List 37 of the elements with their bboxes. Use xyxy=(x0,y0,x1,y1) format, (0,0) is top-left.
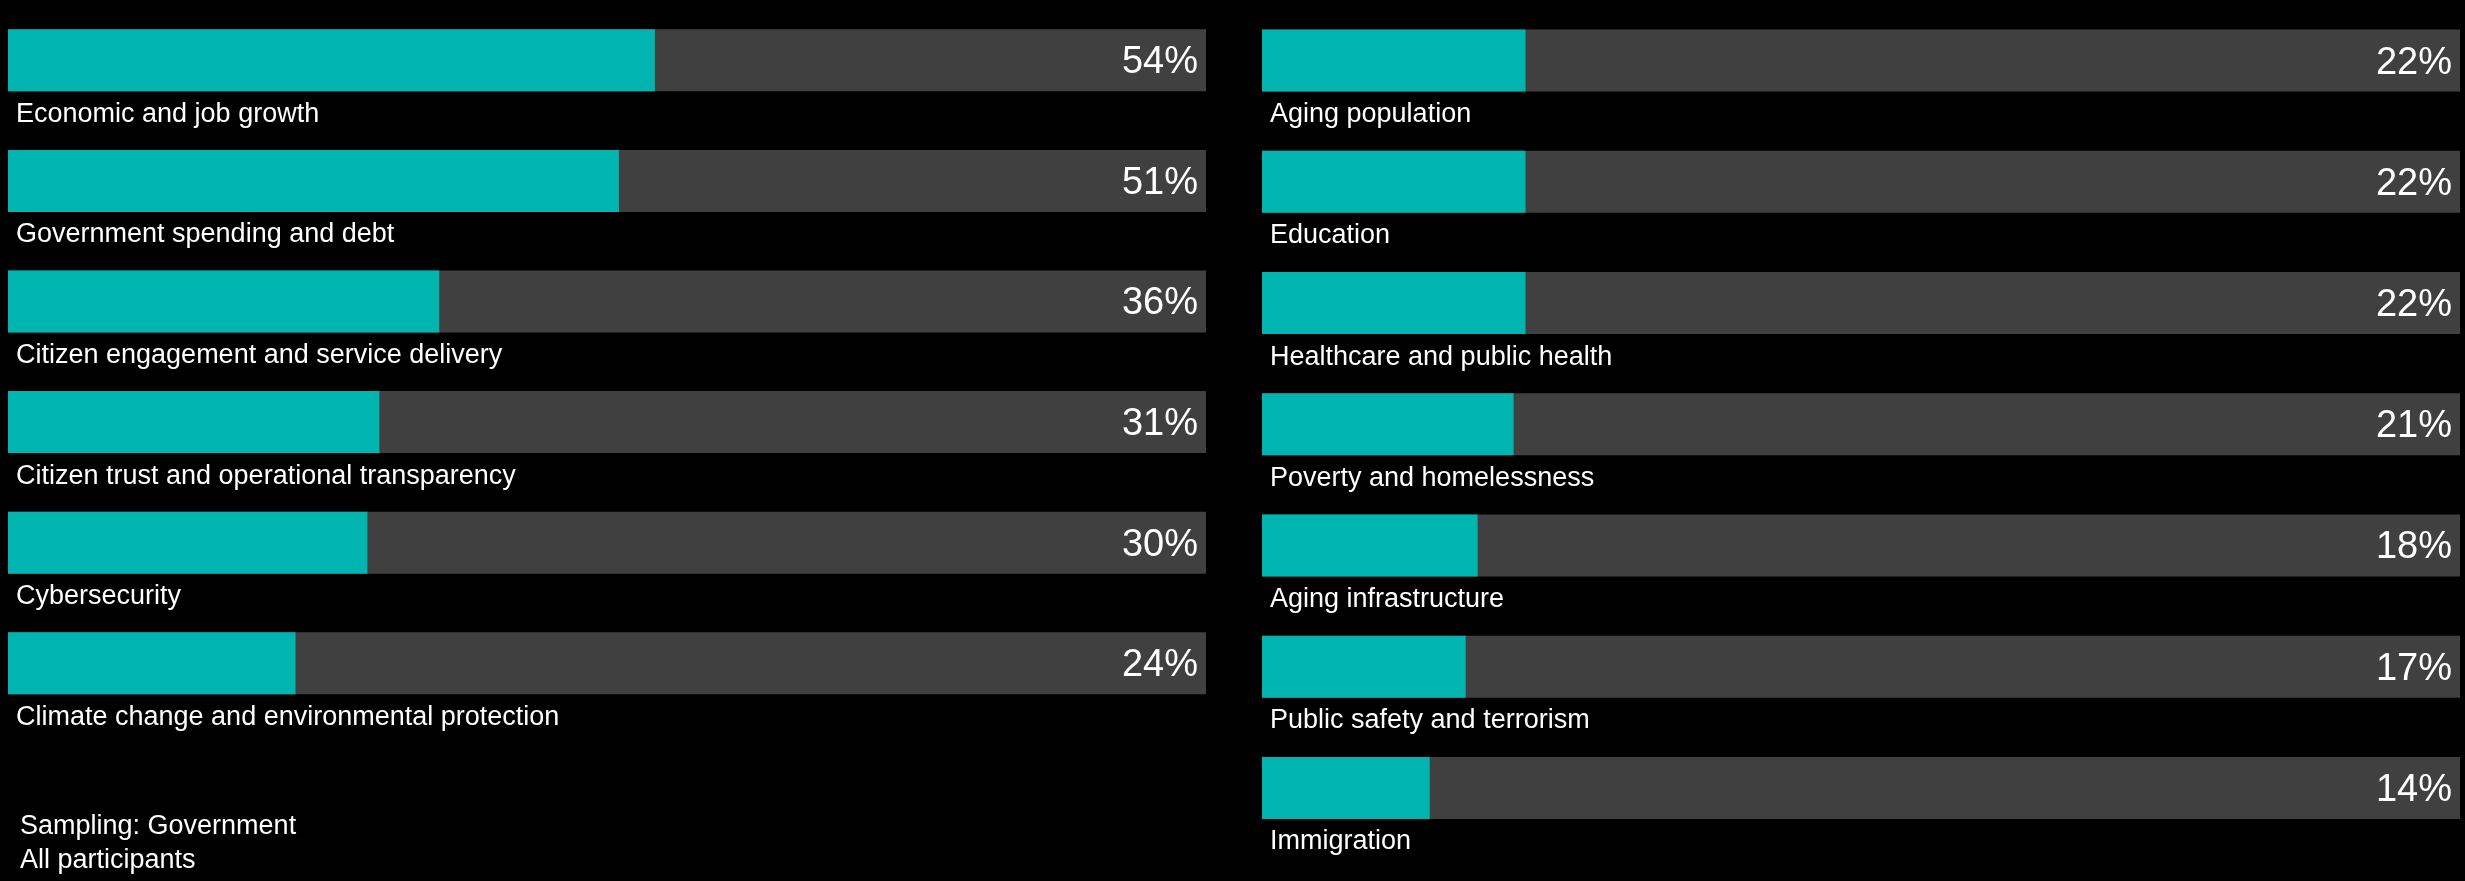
y-tick-label: Climate change and environmental protection xyxy=(16,700,560,731)
data-label: 31% xyxy=(1121,401,1198,444)
data-label: 21% xyxy=(2375,403,2452,446)
bar xyxy=(8,511,368,574)
bar xyxy=(1262,29,1526,92)
y-tick-label: Aging population xyxy=(1270,98,1472,129)
y-tick-label: Citizen engagement and service delivery xyxy=(16,338,503,369)
y-tick-label: Poverty and homelessness xyxy=(1270,461,1595,492)
bar xyxy=(1262,393,1514,456)
data-label: 22% xyxy=(2375,282,2452,325)
bar xyxy=(1262,514,1478,577)
bar xyxy=(1262,150,1526,213)
y-tick-label: Citizen trust and operational transparency xyxy=(16,459,517,490)
data-label: 36% xyxy=(1121,280,1198,323)
data-label: 18% xyxy=(2375,524,2452,567)
data-label: 30% xyxy=(1121,521,1198,564)
bar xyxy=(1262,756,1430,819)
data-label: 17% xyxy=(2375,645,2452,688)
data-label: 54% xyxy=(1121,39,1198,82)
y-tick-label: Public safety and terrorism xyxy=(1270,704,1590,735)
data-label: 22% xyxy=(2375,39,2452,82)
y-tick-label: Education xyxy=(1270,219,1391,250)
text: Sampling: Government xyxy=(20,809,297,840)
data-label: 51% xyxy=(1121,159,1198,202)
bar xyxy=(8,632,296,695)
y-tick-label: Economic and job growth xyxy=(16,97,320,128)
bar xyxy=(1262,635,1466,698)
y-tick-label: Aging infrastructure xyxy=(1270,582,1505,613)
y-tick-label: Immigration xyxy=(1270,825,1412,856)
y-tick-label: Government spending and debt xyxy=(16,218,395,249)
data-label: 22% xyxy=(2375,160,2452,203)
bar xyxy=(1262,272,1526,335)
data-label: 14% xyxy=(2375,766,2452,809)
y-tick-label: Cybersecurity xyxy=(16,580,182,611)
text: All participants xyxy=(20,843,196,874)
y-tick-label: Healthcare and public health xyxy=(1270,340,1613,371)
data-label: 24% xyxy=(1121,642,1198,685)
